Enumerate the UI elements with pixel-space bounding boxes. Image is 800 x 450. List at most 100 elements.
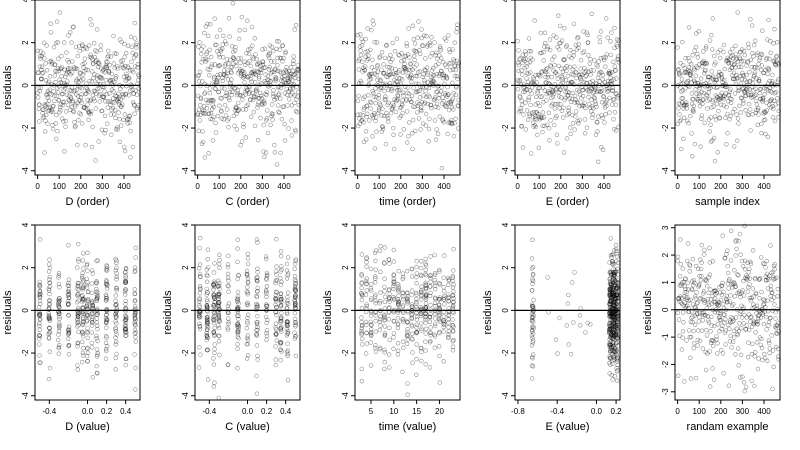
data-point [90, 69, 95, 74]
data-point [203, 59, 209, 64]
data-point [91, 61, 96, 66]
data-point [123, 64, 128, 69]
data-point [243, 62, 248, 68]
data-point [70, 108, 76, 114]
data-point [69, 88, 74, 94]
data-point [693, 296, 698, 301]
data-point [287, 72, 292, 77]
data-point [292, 100, 297, 106]
data-point [368, 266, 374, 272]
data-point [206, 33, 211, 38]
data-point [131, 69, 136, 75]
data-point [78, 78, 84, 83]
data-point [244, 85, 249, 91]
data-point [276, 84, 282, 89]
data-point [259, 67, 264, 73]
data-point [218, 47, 223, 52]
data-point [707, 245, 712, 251]
data-point [39, 53, 45, 59]
data-point [48, 109, 54, 114]
data-point [713, 60, 718, 65]
data-point [761, 351, 767, 357]
data-point [454, 30, 459, 35]
data-point [421, 101, 427, 107]
data-point [225, 107, 230, 112]
data-point [223, 61, 228, 67]
data-point [388, 71, 394, 77]
data-point [286, 79, 291, 84]
data-point [359, 285, 364, 291]
data-point [361, 107, 367, 112]
data-point [47, 107, 52, 113]
y-tick-label: 0 [181, 83, 190, 88]
data-point [69, 104, 74, 110]
data-point [205, 247, 211, 252]
data-point [280, 79, 286, 84]
data-point [279, 82, 284, 87]
data-point [578, 57, 584, 63]
data-point [284, 86, 289, 92]
data-point [733, 352, 738, 357]
data-point [381, 71, 386, 76]
data-point [217, 258, 222, 263]
data-point [99, 108, 105, 114]
data-point [768, 50, 773, 55]
data-point [286, 126, 291, 131]
y-tick-label: 2 [341, 265, 350, 270]
data-point [364, 114, 369, 120]
data-point [276, 109, 281, 115]
data-point [81, 104, 87, 110]
data-point [681, 136, 686, 142]
data-point [735, 116, 741, 121]
data-point [612, 64, 617, 69]
data-point [242, 70, 247, 75]
data-point [262, 78, 267, 84]
y-tick-label: -4 [501, 392, 510, 400]
data-point [676, 106, 681, 111]
data-point [404, 109, 410, 114]
data-point [279, 116, 285, 122]
data-point [47, 91, 52, 96]
data-point [231, 56, 237, 62]
data-point [255, 102, 261, 108]
data-point [67, 88, 73, 93]
data-point [95, 338, 100, 344]
data-point [89, 79, 95, 84]
data-point [111, 61, 117, 66]
data-point [218, 95, 223, 101]
data-point [37, 327, 42, 332]
data-point [71, 65, 77, 70]
data-point [271, 88, 276, 93]
data-point [270, 112, 275, 117]
data-point [216, 278, 221, 283]
data-point [291, 54, 296, 59]
data-point [693, 31, 699, 36]
data-point [613, 242, 619, 248]
data-point [77, 48, 82, 54]
data-point [98, 74, 103, 80]
data-point [426, 85, 432, 91]
data-point [202, 30, 207, 36]
data-point [419, 35, 424, 41]
data-point [244, 289, 250, 294]
data-point [97, 99, 103, 104]
data-point [424, 65, 430, 70]
data-point [216, 339, 222, 344]
data-point [117, 82, 122, 88]
data-point [266, 77, 271, 83]
data-point [383, 43, 389, 48]
data-point [709, 47, 715, 52]
data-point [248, 63, 253, 69]
data-point [609, 102, 615, 107]
data-point [59, 73, 64, 79]
data-point [109, 71, 115, 77]
data-point [407, 55, 412, 60]
data-point [203, 111, 208, 116]
data-point [377, 55, 382, 60]
data-point [450, 80, 455, 86]
data-point [412, 41, 418, 46]
data-point [60, 100, 66, 105]
data-point [396, 268, 401, 274]
data-point [235, 108, 240, 114]
